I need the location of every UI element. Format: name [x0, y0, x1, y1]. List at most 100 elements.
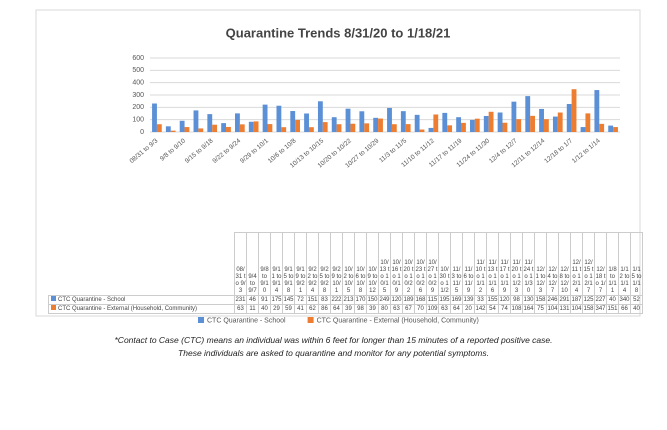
table-header-cell: 12/1 to 12/3	[534, 232, 547, 296]
bar	[364, 123, 370, 132]
table-row: CTC Quarantine - School 231 46 91 175 145 72 15…	[48, 295, 643, 305]
table-cell: 33	[474, 295, 487, 305]
table-cell: 74	[498, 304, 511, 314]
table-cell: 64	[450, 304, 463, 314]
table-header-cell: 11/24 to 11/30	[522, 232, 535, 296]
table-cell: 170	[354, 295, 367, 305]
table-cell: 62	[306, 304, 319, 314]
bar	[447, 125, 453, 132]
x-tick-label: 12/18 to 1/7	[543, 137, 574, 165]
table-header-cell: 11/13 to 11/16	[486, 232, 499, 296]
x-tick-label: 9/29 to 10/1	[239, 137, 270, 165]
x-tick-label: 9/15 to 9/18	[184, 137, 215, 165]
table-cell: 155	[486, 295, 499, 305]
bar	[474, 118, 480, 132]
table-header-cell: 10/9 to 10/12	[366, 232, 379, 296]
bar	[400, 111, 406, 132]
table-header-cell: 10/23 to 10/26	[414, 232, 427, 296]
table-cell: 52	[630, 295, 643, 305]
table-cell: 40	[630, 304, 643, 314]
table-cell: 150	[366, 295, 379, 305]
bar	[461, 122, 466, 132]
table-cell: 72	[294, 295, 307, 305]
table-cell: 347	[594, 304, 607, 314]
table-cell: 109	[426, 304, 439, 314]
table-cell: 120	[498, 295, 511, 305]
x-tick-label: 1/12 to 1/14	[571, 137, 602, 165]
legend-swatch	[307, 317, 314, 323]
x-tick-label: 9/8 to 9/10	[159, 137, 187, 162]
table-header-cell: 10/20 to 10/22	[402, 232, 415, 296]
table-cell: 187	[570, 295, 583, 305]
footnote: These individuals are asked to quarantin…	[178, 348, 489, 358]
bar	[502, 122, 508, 132]
y-tick-label: 0	[140, 129, 144, 136]
legend-swatch	[51, 305, 56, 310]
table-cell: 91	[258, 295, 271, 305]
bar	[267, 124, 273, 132]
table-cell: 67	[402, 304, 415, 314]
bar	[198, 128, 204, 132]
table-cell: 83	[318, 295, 331, 305]
bar	[156, 124, 162, 132]
chart-title: Quarantine Trends 8/31/20 to 1/18/21	[226, 25, 451, 40]
table-header-cell: 9/8 to 9/10	[258, 232, 271, 296]
bar	[336, 124, 342, 132]
table-cell: 195	[438, 295, 451, 305]
table-header-cell: 9/29 to 10/1	[330, 232, 343, 296]
bar	[317, 101, 323, 132]
bar	[530, 115, 535, 132]
table-cell: 164	[522, 304, 535, 314]
table-cell: 213	[342, 295, 355, 305]
table-cell: 63	[438, 304, 451, 314]
table-header-cell: 1/8 to 1/11	[606, 232, 619, 296]
table-cell: 75	[534, 304, 547, 314]
table-cell: 189	[402, 295, 415, 305]
table-cell: 340	[618, 295, 631, 305]
bar	[566, 104, 572, 132]
bar	[295, 119, 300, 132]
table-cell: 64	[330, 304, 343, 314]
table-header-cell: 11/3 to 11/5	[450, 232, 463, 296]
bar	[511, 101, 517, 132]
bar	[165, 126, 171, 132]
table-header-cell: 11/10 to 11/12	[474, 232, 487, 296]
x-tick-label: 9/22 to 9/24	[211, 137, 242, 165]
bar	[331, 117, 337, 132]
bar	[387, 107, 392, 132]
bar	[345, 108, 351, 132]
table-cell: 40	[258, 304, 271, 314]
legend-swatch	[51, 296, 56, 301]
table-header-cell: 1/15 to 1/18	[630, 232, 643, 296]
bar	[373, 117, 379, 132]
table-cell: 130	[522, 295, 535, 305]
footnote: *Contact to Case (CTC) means an individu…	[114, 335, 553, 345]
table-cell: 249	[378, 295, 391, 305]
table-cell: 131	[558, 304, 571, 314]
bar	[488, 111, 494, 132]
table-cell: 104	[570, 304, 583, 314]
bar	[442, 112, 448, 132]
y-tick-label: 600	[132, 55, 144, 62]
table-header-cell: 12/15 to 12/17	[582, 232, 595, 296]
bar	[585, 113, 591, 132]
bar	[207, 114, 213, 132]
table-cell: 20	[462, 304, 475, 314]
bar	[525, 96, 531, 132]
table-header-cell: 10/30 to 11/2	[438, 232, 451, 296]
y-tick-label: 200	[132, 104, 144, 111]
bar	[290, 111, 296, 132]
table-cell: 104	[546, 304, 559, 314]
table-cell: 142	[474, 304, 487, 314]
y-tick-label: 100	[132, 117, 144, 124]
bar	[152, 103, 157, 132]
table-cell: 231	[234, 295, 247, 305]
table-header-cell: 1/12 to 1/14	[618, 232, 631, 296]
bar	[378, 118, 383, 132]
table-header-cell: 9/4 to 9/7	[246, 232, 259, 296]
table-cell: 115	[426, 295, 439, 305]
table-cell: 59	[282, 304, 295, 314]
table-cell: 98	[354, 304, 367, 314]
bar	[359, 111, 365, 132]
